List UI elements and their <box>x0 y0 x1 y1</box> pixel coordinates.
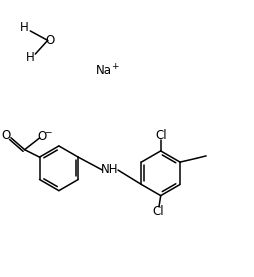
Text: NH: NH <box>101 163 119 176</box>
Text: +: + <box>111 62 119 71</box>
Text: H: H <box>20 22 28 34</box>
Text: O: O <box>2 129 11 142</box>
Text: O: O <box>45 34 55 47</box>
Text: Na: Na <box>96 64 112 77</box>
Text: Cl: Cl <box>155 129 167 142</box>
Text: Cl: Cl <box>152 205 164 218</box>
Text: O: O <box>37 130 47 142</box>
Text: H: H <box>26 51 35 64</box>
Text: −: − <box>44 127 51 136</box>
